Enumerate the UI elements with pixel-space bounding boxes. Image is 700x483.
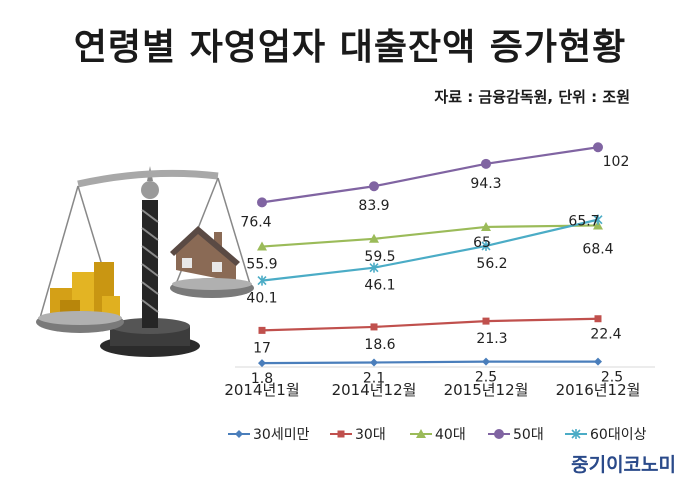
- data-label: 83.9: [358, 198, 389, 214]
- data-label: 94.3: [470, 176, 501, 192]
- x-tick-label: 2016년12월: [556, 381, 641, 399]
- data-point: [481, 221, 491, 231]
- series-line: [261, 224, 599, 248]
- data-label: 40.1: [246, 291, 277, 307]
- data-point: [594, 357, 602, 366]
- data-point: [369, 262, 379, 273]
- data-point: [370, 358, 378, 367]
- source-note: 자료 : 금융감독원, 단위 : 조원: [434, 88, 630, 106]
- data-point: [593, 220, 603, 230]
- legend-marker: [235, 430, 243, 438]
- data-point: [369, 233, 379, 243]
- data-label: 17: [253, 340, 271, 356]
- data-point: [369, 181, 379, 192]
- legend-item: 40대: [410, 427, 466, 443]
- data-label: 46.1: [364, 278, 395, 294]
- data-label: 59.5: [364, 249, 395, 265]
- series-line: [261, 218, 599, 282]
- legend-label: 40대: [435, 427, 466, 443]
- data-point: [593, 214, 603, 225]
- data-point: [482, 357, 490, 366]
- legend-label: 30세미만: [253, 427, 310, 443]
- scale-illustration: [36, 166, 254, 357]
- data-point: [481, 240, 491, 251]
- legend-label: 60대이상: [590, 427, 647, 443]
- brand-logo: 중기이코노미: [571, 454, 676, 476]
- data-label: 76.4: [240, 214, 271, 230]
- legend-item: 30대: [330, 427, 386, 443]
- data-label: 68.4: [582, 242, 613, 258]
- legend-item: 30세미만: [228, 427, 310, 443]
- data-point: [593, 142, 603, 153]
- series-line: [261, 146, 599, 204]
- legend-label: 30대: [355, 427, 386, 443]
- data-point: [257, 241, 267, 251]
- data-label: 21.3: [476, 331, 507, 347]
- data-label: 55.9: [246, 257, 277, 273]
- data-point: [257, 275, 267, 286]
- legend-marker: [571, 429, 581, 439]
- legend-item: 60대이상: [565, 427, 647, 443]
- legend-marker: [494, 429, 504, 439]
- x-tick-label: 2014년12월: [332, 381, 417, 399]
- x-tick-label: 2015년12월: [444, 381, 529, 399]
- data-point: [258, 326, 266, 334]
- chart-title: 연령별 자영업자 대출잔액 증가현황: [73, 27, 627, 68]
- data-label: 22.4: [590, 327, 621, 343]
- data-label: 102: [603, 154, 630, 170]
- legend-marker: [337, 430, 345, 438]
- series-line: [261, 317, 599, 332]
- legend-item: 50대: [488, 427, 544, 443]
- data-point: [594, 315, 602, 323]
- x-tick-label: 2014년1월: [224, 381, 299, 399]
- data-label: 2.1: [363, 370, 385, 386]
- data-label: 2.5: [475, 370, 497, 386]
- legend-label: 50대: [513, 427, 544, 443]
- data-point: [258, 359, 266, 368]
- data-label: 65.7: [568, 213, 599, 229]
- data-label: 1.8: [251, 371, 273, 387]
- data-label: 2.5: [601, 370, 623, 386]
- data-point: [370, 323, 378, 331]
- data-label: 65: [473, 235, 491, 251]
- legend-marker: [416, 429, 426, 438]
- data-point: [257, 197, 267, 208]
- data-point: [482, 317, 490, 325]
- series-line: [261, 360, 598, 365]
- data-label: 18.6: [364, 337, 395, 353]
- data-label: 56.2: [476, 256, 507, 272]
- data-point: [481, 158, 491, 169]
